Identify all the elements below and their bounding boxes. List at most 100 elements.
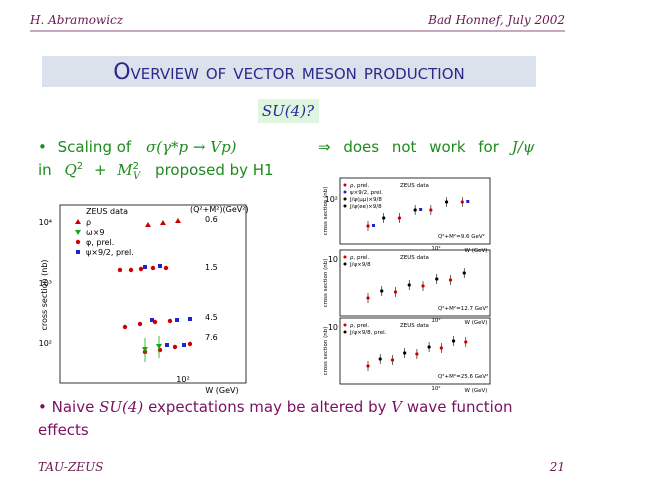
data-point bbox=[142, 344, 162, 352]
legend-entry: J/ψ(ee)×9/8 bbox=[349, 204, 382, 210]
x-axis-label: W (GeV) bbox=[205, 386, 238, 395]
data-point bbox=[366, 224, 370, 228]
y-tick-label: 10² bbox=[325, 195, 338, 204]
y-tick-label: 10² bbox=[39, 339, 52, 348]
legend-marker bbox=[75, 239, 81, 245]
legend-entry: φ, prel. bbox=[86, 238, 114, 247]
bullet-math: SU(4) bbox=[99, 398, 143, 416]
y-axis-label: cross section (nb) bbox=[323, 259, 329, 308]
bullet-math: M bbox=[116, 161, 133, 179]
data-point bbox=[451, 339, 456, 343]
data-point bbox=[413, 208, 417, 212]
bullet-text: wave function bbox=[407, 398, 513, 416]
y-axis-label: cross section (nb) bbox=[323, 187, 329, 236]
header-venue: Bad Honnef, July 2002 bbox=[427, 13, 565, 27]
bullet-line: in Q2 + M2 V proposed by H1 bbox=[38, 155, 274, 183]
data-points bbox=[117, 218, 193, 362]
bullet-math: V bbox=[391, 398, 404, 416]
arrow: ⇒ bbox=[318, 138, 331, 156]
legend-marker bbox=[343, 323, 347, 327]
plot-title: ZEUS data bbox=[400, 183, 429, 189]
data-point bbox=[372, 224, 375, 227]
plot-frame bbox=[339, 249, 491, 317]
bullet-math: J/ψ bbox=[509, 138, 535, 156]
bullet-marker: • bbox=[38, 138, 47, 156]
data-point bbox=[378, 357, 382, 361]
bullet-text: Naive bbox=[52, 398, 95, 416]
bullet-text: proposed by H1 bbox=[155, 161, 274, 179]
legend-marker bbox=[343, 204, 347, 208]
data-point bbox=[407, 283, 411, 287]
scale-label: Q²+M²=9.6 GeV² bbox=[438, 233, 485, 240]
plot-title: ZEUS data bbox=[86, 207, 128, 216]
data-point bbox=[143, 264, 192, 347]
legend-marker bbox=[343, 262, 347, 266]
legend-entry: J/ψ×9/8 bbox=[349, 262, 371, 268]
data-point bbox=[462, 271, 466, 275]
error-bar bbox=[144, 336, 160, 362]
y-tick-label: 10⁴ bbox=[39, 218, 52, 227]
legend-marker bbox=[75, 219, 81, 224]
legend-marker bbox=[343, 190, 347, 194]
bullet-text: expectations may be altered by bbox=[148, 398, 387, 416]
bullet-math: Q bbox=[64, 161, 76, 179]
x-tick-label: 10² bbox=[431, 385, 440, 392]
bullet-marker: • bbox=[38, 398, 47, 416]
data-point bbox=[390, 358, 395, 362]
legend-marker bbox=[76, 250, 80, 254]
data-point bbox=[421, 284, 425, 288]
legend-entry: ψ×9/2, prel. bbox=[86, 248, 134, 257]
legend-entry: J/ψ×9/8, prel. bbox=[349, 330, 387, 336]
legend-marker bbox=[75, 230, 81, 235]
bullet-math: 2 bbox=[133, 161, 139, 172]
plot-frame bbox=[59, 204, 247, 384]
header-author: H. Abramowicz bbox=[29, 13, 124, 27]
scale-label: Q²+M²=12.7 GeV² bbox=[438, 305, 488, 312]
data-point bbox=[439, 346, 443, 350]
legend-entry: ρ, prel. bbox=[350, 323, 370, 329]
scale-label: Q²+M²=25.6 GeV² bbox=[438, 373, 488, 380]
legend-entry: ρ bbox=[86, 218, 91, 227]
data-point bbox=[427, 345, 431, 349]
scale-value: 1.5 bbox=[205, 263, 218, 272]
legend-entry: ρ, prel. bbox=[350, 183, 370, 189]
plot-title: ZEUS data bbox=[400, 255, 429, 261]
bullet-text: does not work for bbox=[343, 138, 499, 156]
data-point bbox=[460, 200, 464, 204]
data-point bbox=[466, 200, 470, 203]
legend-entry: ω×9 bbox=[86, 228, 105, 237]
legend-entry: ψ×9/2, prel. bbox=[350, 190, 383, 196]
bullet-text: effects bbox=[38, 421, 89, 439]
legend-entry: J/ψ(μμ)×9/8 bbox=[349, 197, 382, 203]
data-point bbox=[366, 364, 370, 368]
plot-frame bbox=[339, 177, 491, 245]
bullet-math: σ(γ*p → Vp) bbox=[146, 138, 237, 156]
x-axis-label: W (GeV) bbox=[465, 248, 488, 254]
legend-marker bbox=[343, 330, 347, 334]
data-point bbox=[380, 289, 384, 293]
legend-marker bbox=[343, 183, 347, 187]
scale-label: (Q²+M²)(GeV²) bbox=[190, 205, 249, 214]
slide-title: Overview of vector meson production bbox=[113, 60, 465, 85]
page-number: 21 bbox=[549, 460, 565, 474]
scale-value: 7.6 bbox=[205, 333, 218, 342]
legend-entry: ρ, prel. bbox=[350, 255, 370, 261]
data-point bbox=[403, 351, 407, 355]
subtitle: SU(4)? bbox=[262, 102, 315, 120]
plot-frame bbox=[339, 317, 491, 385]
legend-marker bbox=[343, 255, 347, 259]
y-axis-label: cross section (nb) bbox=[40, 259, 49, 330]
scale-value: 0.6 bbox=[205, 215, 218, 224]
data-point bbox=[393, 290, 398, 294]
data-point bbox=[117, 265, 193, 355]
data-point bbox=[145, 218, 181, 227]
bullet-math: V bbox=[133, 171, 142, 182]
subtitle-box bbox=[258, 99, 319, 123]
y-tick-label: 10 bbox=[328, 255, 338, 264]
data-point bbox=[448, 278, 453, 282]
data-point bbox=[382, 216, 386, 220]
plot-title: ZEUS data bbox=[400, 323, 429, 329]
data-point bbox=[397, 216, 402, 220]
